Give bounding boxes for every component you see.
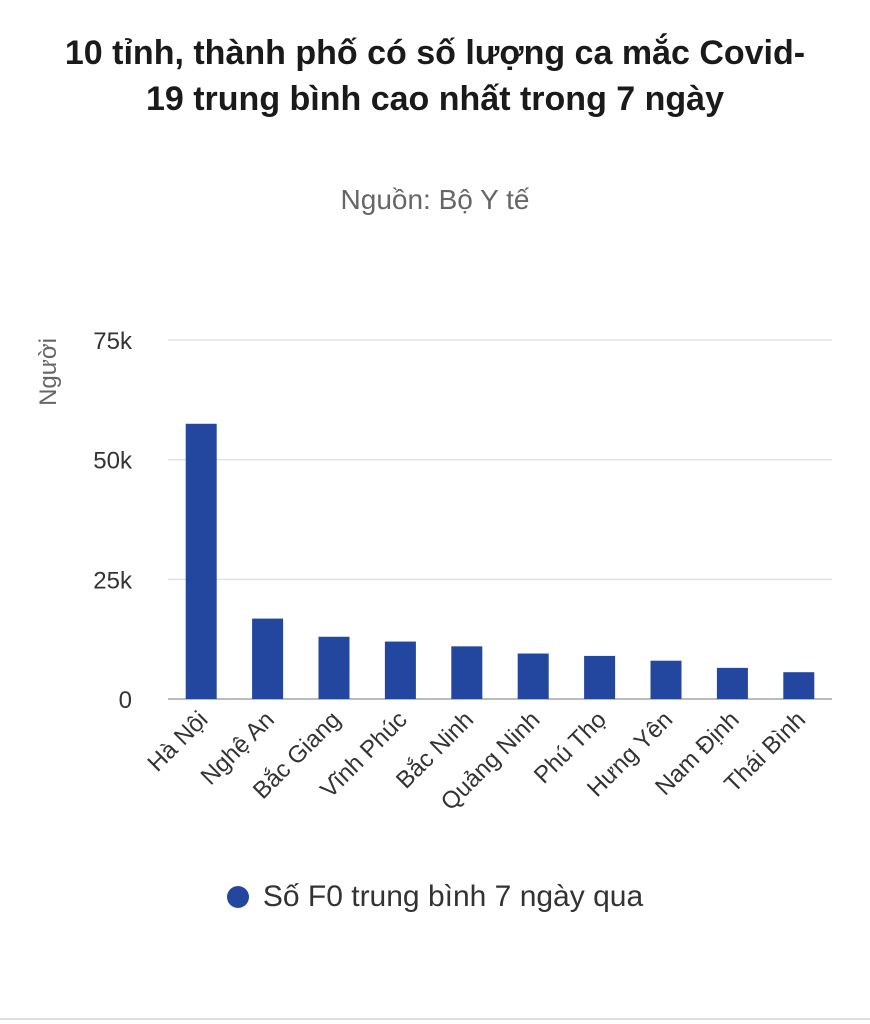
y-tick-label: 50k xyxy=(93,448,133,475)
bar[interactable] xyxy=(451,646,483,699)
bar[interactable] xyxy=(318,636,350,699)
y-axis-label: Người xyxy=(35,338,62,406)
y-tick-label: 75k xyxy=(93,328,133,355)
legend-label: Số F0 trung bình 7 ngày qua xyxy=(262,880,644,913)
bar[interactable] xyxy=(185,423,217,699)
bar[interactable] xyxy=(252,618,284,699)
bar[interactable] xyxy=(650,660,682,699)
bar[interactable] xyxy=(384,641,416,699)
y-tick-label: 25k xyxy=(93,567,133,594)
bar[interactable] xyxy=(517,653,549,699)
chart-subtitle: Nguồn: Bộ Y tế xyxy=(340,184,530,215)
y-tick-label: 0 xyxy=(119,687,132,714)
bar[interactable] xyxy=(783,672,815,699)
bar[interactable] xyxy=(716,667,748,699)
legend-marker xyxy=(226,886,249,908)
bar[interactable] xyxy=(584,655,616,699)
legend[interactable]: Số F0 trung bình 7 ngày qua xyxy=(0,880,870,914)
chart-title: 10 tỉnh, thành phố có số lượng ca mắc Co… xyxy=(64,34,806,118)
divider xyxy=(0,1018,870,1020)
